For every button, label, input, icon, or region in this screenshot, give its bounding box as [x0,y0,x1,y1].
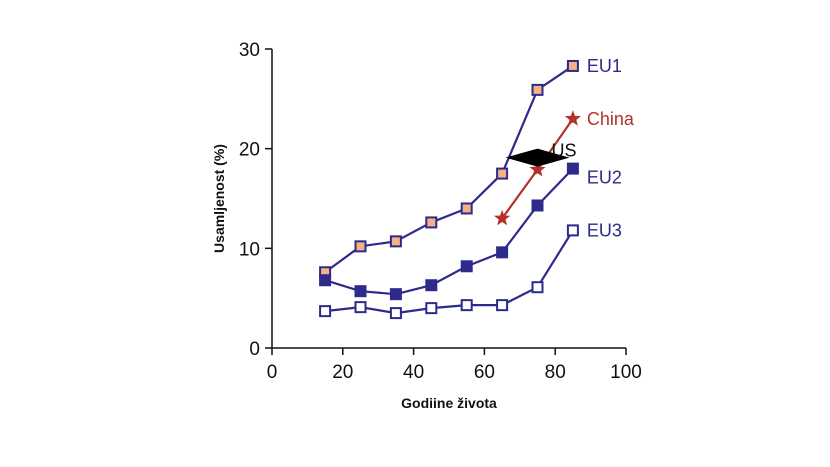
series-label: US [552,141,577,161]
data-point [389,307,402,320]
x-ticks: 0 20 40 60 80 100 [267,348,642,383]
series-eu3: EU3 [319,220,622,320]
series-china: China [494,109,635,226]
data-point [319,305,332,318]
data-point [354,285,367,298]
x-tick-label: 80 [545,362,566,383]
series-us: US [505,141,577,167]
y-axis-title: Usamljenost (%) [211,144,227,253]
y-tick-label: 30 [239,40,260,61]
plot-series: EU1 EU2 EU3 China US [319,56,635,320]
x-tick-label: 100 [610,362,642,383]
data-point [389,235,402,248]
data-point [460,299,473,312]
data-point [496,299,509,312]
data-point [496,167,509,180]
data-point [566,224,579,237]
data-point [319,274,332,287]
data-point [531,199,544,212]
data-point [566,59,579,72]
data-point [460,260,473,273]
data-point [389,288,402,301]
data-point [460,202,473,215]
data-point [496,246,509,259]
data-point [354,240,367,253]
data-point [494,209,511,226]
series-label: China [587,109,635,129]
data-point [531,281,544,294]
data-point [425,279,438,292]
y-axis: 0 10 20 30 [239,40,273,360]
x-tick-label: 40 [403,362,424,383]
series-line [324,167,574,296]
x-tick-label: 20 [332,362,353,383]
data-point [425,302,438,315]
series-eu2: EU2 [319,162,622,301]
y-tick-label: 20 [239,140,260,161]
data-point [566,162,579,175]
data-point [531,83,544,96]
x-tick-label: 60 [474,362,495,383]
x-tick-label: 0 [267,362,278,383]
series-label: EU1 [587,56,622,76]
data-point [425,216,438,229]
y-tick-label: 10 [239,239,260,260]
data-point [564,110,581,126]
x-axis-title: Godiine života [401,395,497,411]
data-point [529,161,546,177]
data-point [354,301,367,314]
series-eu1: EU1 [319,56,622,279]
us-marker [505,148,570,167]
series-label: EU3 [587,220,622,240]
x-axis: 0 20 40 60 80 100 [267,347,642,383]
series-label: EU2 [587,168,622,188]
y-tick-label: 0 [249,339,260,360]
y-ticks: 0 10 20 30 [239,40,272,360]
